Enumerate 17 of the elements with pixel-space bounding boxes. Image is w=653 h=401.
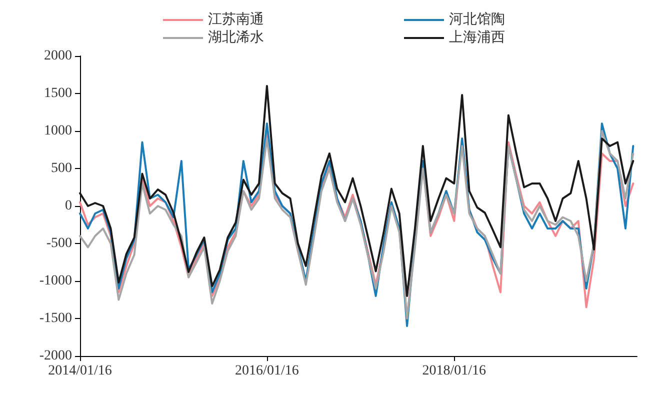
legend-label: 江苏南通 — [208, 12, 264, 28]
x-tick-label: 2016/01/16 — [235, 364, 299, 378]
y-tick-label: -500 — [46, 236, 72, 251]
y-tick-label: 1000 — [44, 124, 72, 138]
x-tick-label: 2014/01/16 — [48, 364, 112, 378]
y-tick-label: -2000 — [39, 348, 72, 364]
y-tick-label: 0 — [65, 198, 72, 214]
legend-label: 河北馆陶 — [449, 12, 505, 28]
y-tick-label: 2000 — [44, 48, 72, 64]
y-tick-label: 1500 — [44, 86, 72, 101]
legend-label: 上海浦西 — [449, 30, 505, 46]
y-tick-label: -1000 — [39, 274, 72, 288]
y-tick-label: -1500 — [39, 311, 72, 326]
legend-label: 湖北浠水 — [208, 30, 264, 46]
y-tick-label: 500 — [51, 161, 72, 176]
x-tick-label: 2018/01/16 — [422, 364, 486, 378]
line-series — [79, 85, 634, 297]
